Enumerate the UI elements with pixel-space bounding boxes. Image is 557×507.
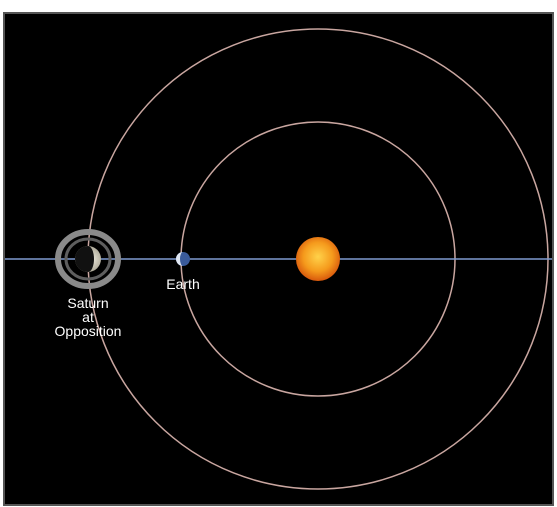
earth <box>176 252 190 266</box>
saturn-label: Opposition <box>55 323 122 339</box>
page: Saturn at Opposition Earth (() => { cons… <box>0 0 557 507</box>
earth-label: Earth <box>166 276 199 292</box>
sun <box>296 237 340 281</box>
saturn <box>58 232 118 286</box>
diagram: Saturn at Opposition Earth <box>0 0 557 507</box>
